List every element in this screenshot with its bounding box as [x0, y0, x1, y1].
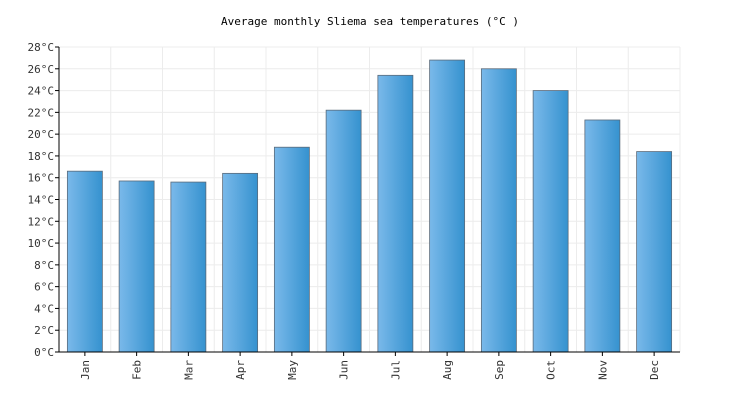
chart-title: Average monthly Sliema sea temperatures … — [220, 15, 519, 28]
bar-may — [273, 146, 310, 353]
y-tick-label: 20°C — [28, 128, 55, 141]
y-tick-label: 10°C — [28, 237, 55, 250]
x-tick-label: Mar — [182, 360, 195, 380]
axes — [55, 46, 680, 356]
y-tick-label: 8°C — [34, 259, 54, 272]
bar-jun — [325, 109, 362, 353]
y-tick-label: 28°C — [28, 41, 55, 54]
x-tick-labels: Jan Feb Mar Apr May Jun Jul Aug Sep Oct Nov Dec — [79, 360, 661, 380]
y-tick-label: 0°C — [34, 346, 54, 359]
x-tick-label: Jul — [389, 360, 402, 380]
bar-feb — [118, 180, 155, 353]
y-tick-label: 14°C — [28, 194, 55, 207]
x-tick-label: Feb — [131, 360, 144, 380]
y-tick-label: 26°C — [28, 63, 55, 76]
y-tick-label: 22°C — [28, 106, 55, 119]
bar-nov — [584, 119, 621, 353]
x-tick-label: May — [286, 360, 299, 380]
bar-jan — [66, 170, 103, 353]
y-tick-label: 24°C — [28, 85, 55, 98]
x-tick-label: Apr — [234, 360, 247, 380]
y-tick-label: 12°C — [28, 215, 55, 228]
y-tick-label: 4°C — [34, 302, 54, 315]
y-tick-label: 16°C — [28, 172, 55, 185]
bar-aug — [429, 59, 466, 353]
x-tick-label: Oct — [545, 360, 558, 380]
bar-apr — [222, 172, 259, 353]
y-tick-labels: 0°C 2°C 4°C 6°C 8°C 10°C 12°C 14°C 16°C 18°C 20°C 2… — [28, 41, 55, 359]
bars — [66, 59, 673, 353]
grid-lines — [59, 46, 681, 352]
x-tick-label: Jun — [338, 360, 351, 380]
y-tick-label: 2°C — [34, 324, 54, 337]
bar-oct — [532, 90, 569, 353]
bar-sep — [480, 68, 517, 353]
y-tick-label: 6°C — [34, 281, 54, 294]
bar-jul — [377, 74, 414, 353]
x-tick-label: Aug — [441, 360, 454, 380]
y-tick-label: 18°C — [28, 150, 55, 163]
bar-dec — [636, 151, 673, 353]
x-tick-label: Jan — [79, 360, 92, 380]
x-tick-label: Sep — [493, 360, 506, 380]
x-tick-label: Nov — [596, 360, 609, 380]
bar-mar — [170, 181, 207, 353]
x-tick-label: Dec — [648, 360, 661, 380]
